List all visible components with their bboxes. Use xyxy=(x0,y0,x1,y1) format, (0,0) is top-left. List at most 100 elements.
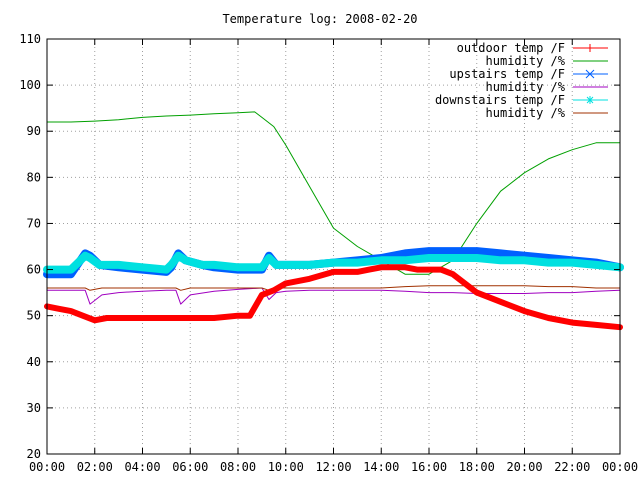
data-point xyxy=(451,256,455,260)
data-point xyxy=(403,258,407,262)
x-tick-label: 22:00 xyxy=(554,460,590,474)
x-tick-label: 16:00 xyxy=(411,460,447,474)
series-line xyxy=(46,287,621,305)
y-tick-label: 100 xyxy=(19,78,41,92)
legend-label: upstairs temp /F xyxy=(449,67,565,81)
data-point xyxy=(169,263,173,267)
x-tick-label: 00:00 xyxy=(29,460,65,474)
data-point xyxy=(546,316,550,320)
data-point xyxy=(451,272,455,276)
legend-label: humidity /% xyxy=(486,106,566,120)
y-tick-label: 20 xyxy=(27,447,41,461)
data-point xyxy=(57,307,61,311)
data-point xyxy=(88,256,92,260)
data-point xyxy=(141,316,144,320)
x-tick-label: 04:00 xyxy=(124,460,160,474)
data-point xyxy=(379,265,383,269)
series-line xyxy=(43,251,624,274)
data-point xyxy=(117,316,121,320)
data-point xyxy=(200,263,204,267)
data-point xyxy=(594,263,598,267)
data-point xyxy=(117,263,121,267)
data-point xyxy=(176,254,180,258)
data-point xyxy=(188,316,192,320)
series-1 xyxy=(46,111,621,275)
data-point xyxy=(184,258,187,262)
data-point xyxy=(272,288,276,292)
x-tick-label: 18:00 xyxy=(459,460,495,474)
data-point xyxy=(439,268,443,272)
data-point xyxy=(332,261,335,265)
data-point xyxy=(570,261,574,265)
data-point xyxy=(499,251,503,255)
legend-marker xyxy=(586,44,594,52)
series-3 xyxy=(46,287,621,305)
data-point xyxy=(427,256,431,260)
x-tick-label: 20:00 xyxy=(506,460,542,474)
series-line xyxy=(44,264,623,331)
data-point xyxy=(523,258,526,262)
data-point xyxy=(355,261,359,265)
data-point xyxy=(403,251,407,255)
data-point xyxy=(69,309,73,313)
series-5 xyxy=(46,285,621,291)
data-point xyxy=(267,256,271,260)
data-point xyxy=(499,300,503,304)
y-tick-label: 80 xyxy=(27,170,41,184)
series-0 xyxy=(44,264,623,331)
legend-label: humidity /% xyxy=(486,80,566,94)
data-point xyxy=(69,268,73,272)
axis-labels: 20 30 40 50 60 70 80 90 100 110 00:00 02:00 04:00 06:… xyxy=(19,32,638,474)
x-tick-label: 00:00 xyxy=(602,460,638,474)
data-point xyxy=(236,265,240,269)
data-point xyxy=(308,277,312,281)
data-point xyxy=(164,268,168,272)
data-point xyxy=(236,314,240,318)
data-point xyxy=(212,316,216,320)
y-tick-label: 30 xyxy=(27,401,41,415)
data-point xyxy=(451,249,455,253)
x-tick-label: 10:00 xyxy=(268,460,304,474)
data-point xyxy=(260,293,264,297)
data-point xyxy=(81,314,85,318)
y-tick-label: 60 xyxy=(27,263,41,277)
data-point xyxy=(83,254,87,258)
x-tick-label: 06:00 xyxy=(172,460,208,474)
y-tick-label: 90 xyxy=(27,124,41,138)
data-point xyxy=(164,316,168,320)
data-point xyxy=(391,265,395,269)
data-point xyxy=(523,309,526,313)
data-point xyxy=(463,281,467,285)
y-tick-label: 50 xyxy=(27,309,41,323)
x-tick-label: 14:00 xyxy=(363,460,399,474)
legend-label: outdoor temp /F xyxy=(457,41,565,55)
data-point xyxy=(594,323,598,327)
data-point xyxy=(475,291,479,295)
chart-title: Temperature log: 2008-02-20 xyxy=(222,12,417,26)
legend-marker xyxy=(585,69,595,79)
data-point xyxy=(570,321,574,325)
data-point xyxy=(367,268,371,272)
data-point xyxy=(274,263,278,267)
legend-label: humidity /% xyxy=(486,54,566,68)
x-tick-label: 12:00 xyxy=(315,460,351,474)
data-point xyxy=(129,316,133,320)
data-point xyxy=(212,263,216,267)
data-point xyxy=(284,281,288,285)
series-line xyxy=(46,111,621,275)
data-point xyxy=(260,265,264,269)
data-point xyxy=(308,263,312,267)
data-point xyxy=(355,270,359,274)
x-tick-label: 08:00 xyxy=(220,460,256,474)
data-point xyxy=(98,263,101,267)
data-point xyxy=(248,314,252,318)
x-tick-label: 02:00 xyxy=(77,460,113,474)
data-point xyxy=(403,265,407,269)
y-tick-label: 110 xyxy=(19,32,41,46)
data-point xyxy=(93,318,97,322)
data-point xyxy=(499,258,503,262)
data-point xyxy=(427,268,431,272)
